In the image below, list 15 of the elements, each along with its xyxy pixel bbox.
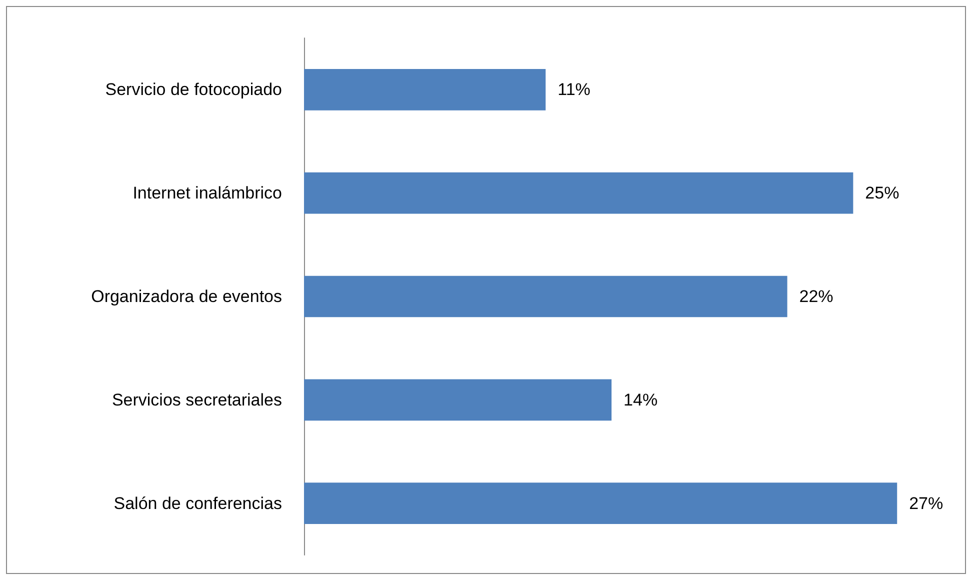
data-label: 27% [909,494,944,513]
data-label: 14% [624,390,658,410]
y-tick-label: Servicios secretariales [112,390,282,410]
bar [304,379,612,421]
y-tick-label: Servicio de fotocopiado [105,80,282,100]
bar [304,482,898,524]
bar [304,172,854,214]
bar [304,276,788,318]
y-tick-label: Salón de conferencias [114,494,282,513]
y-tick-label: Internet inalámbrico [132,184,282,203]
data-label: 11% [558,80,590,100]
y-tick-label: Organizadora de eventos [91,287,282,306]
bar [304,69,546,110]
data-label: 25% [865,184,900,203]
data-label: 22% [799,287,834,306]
